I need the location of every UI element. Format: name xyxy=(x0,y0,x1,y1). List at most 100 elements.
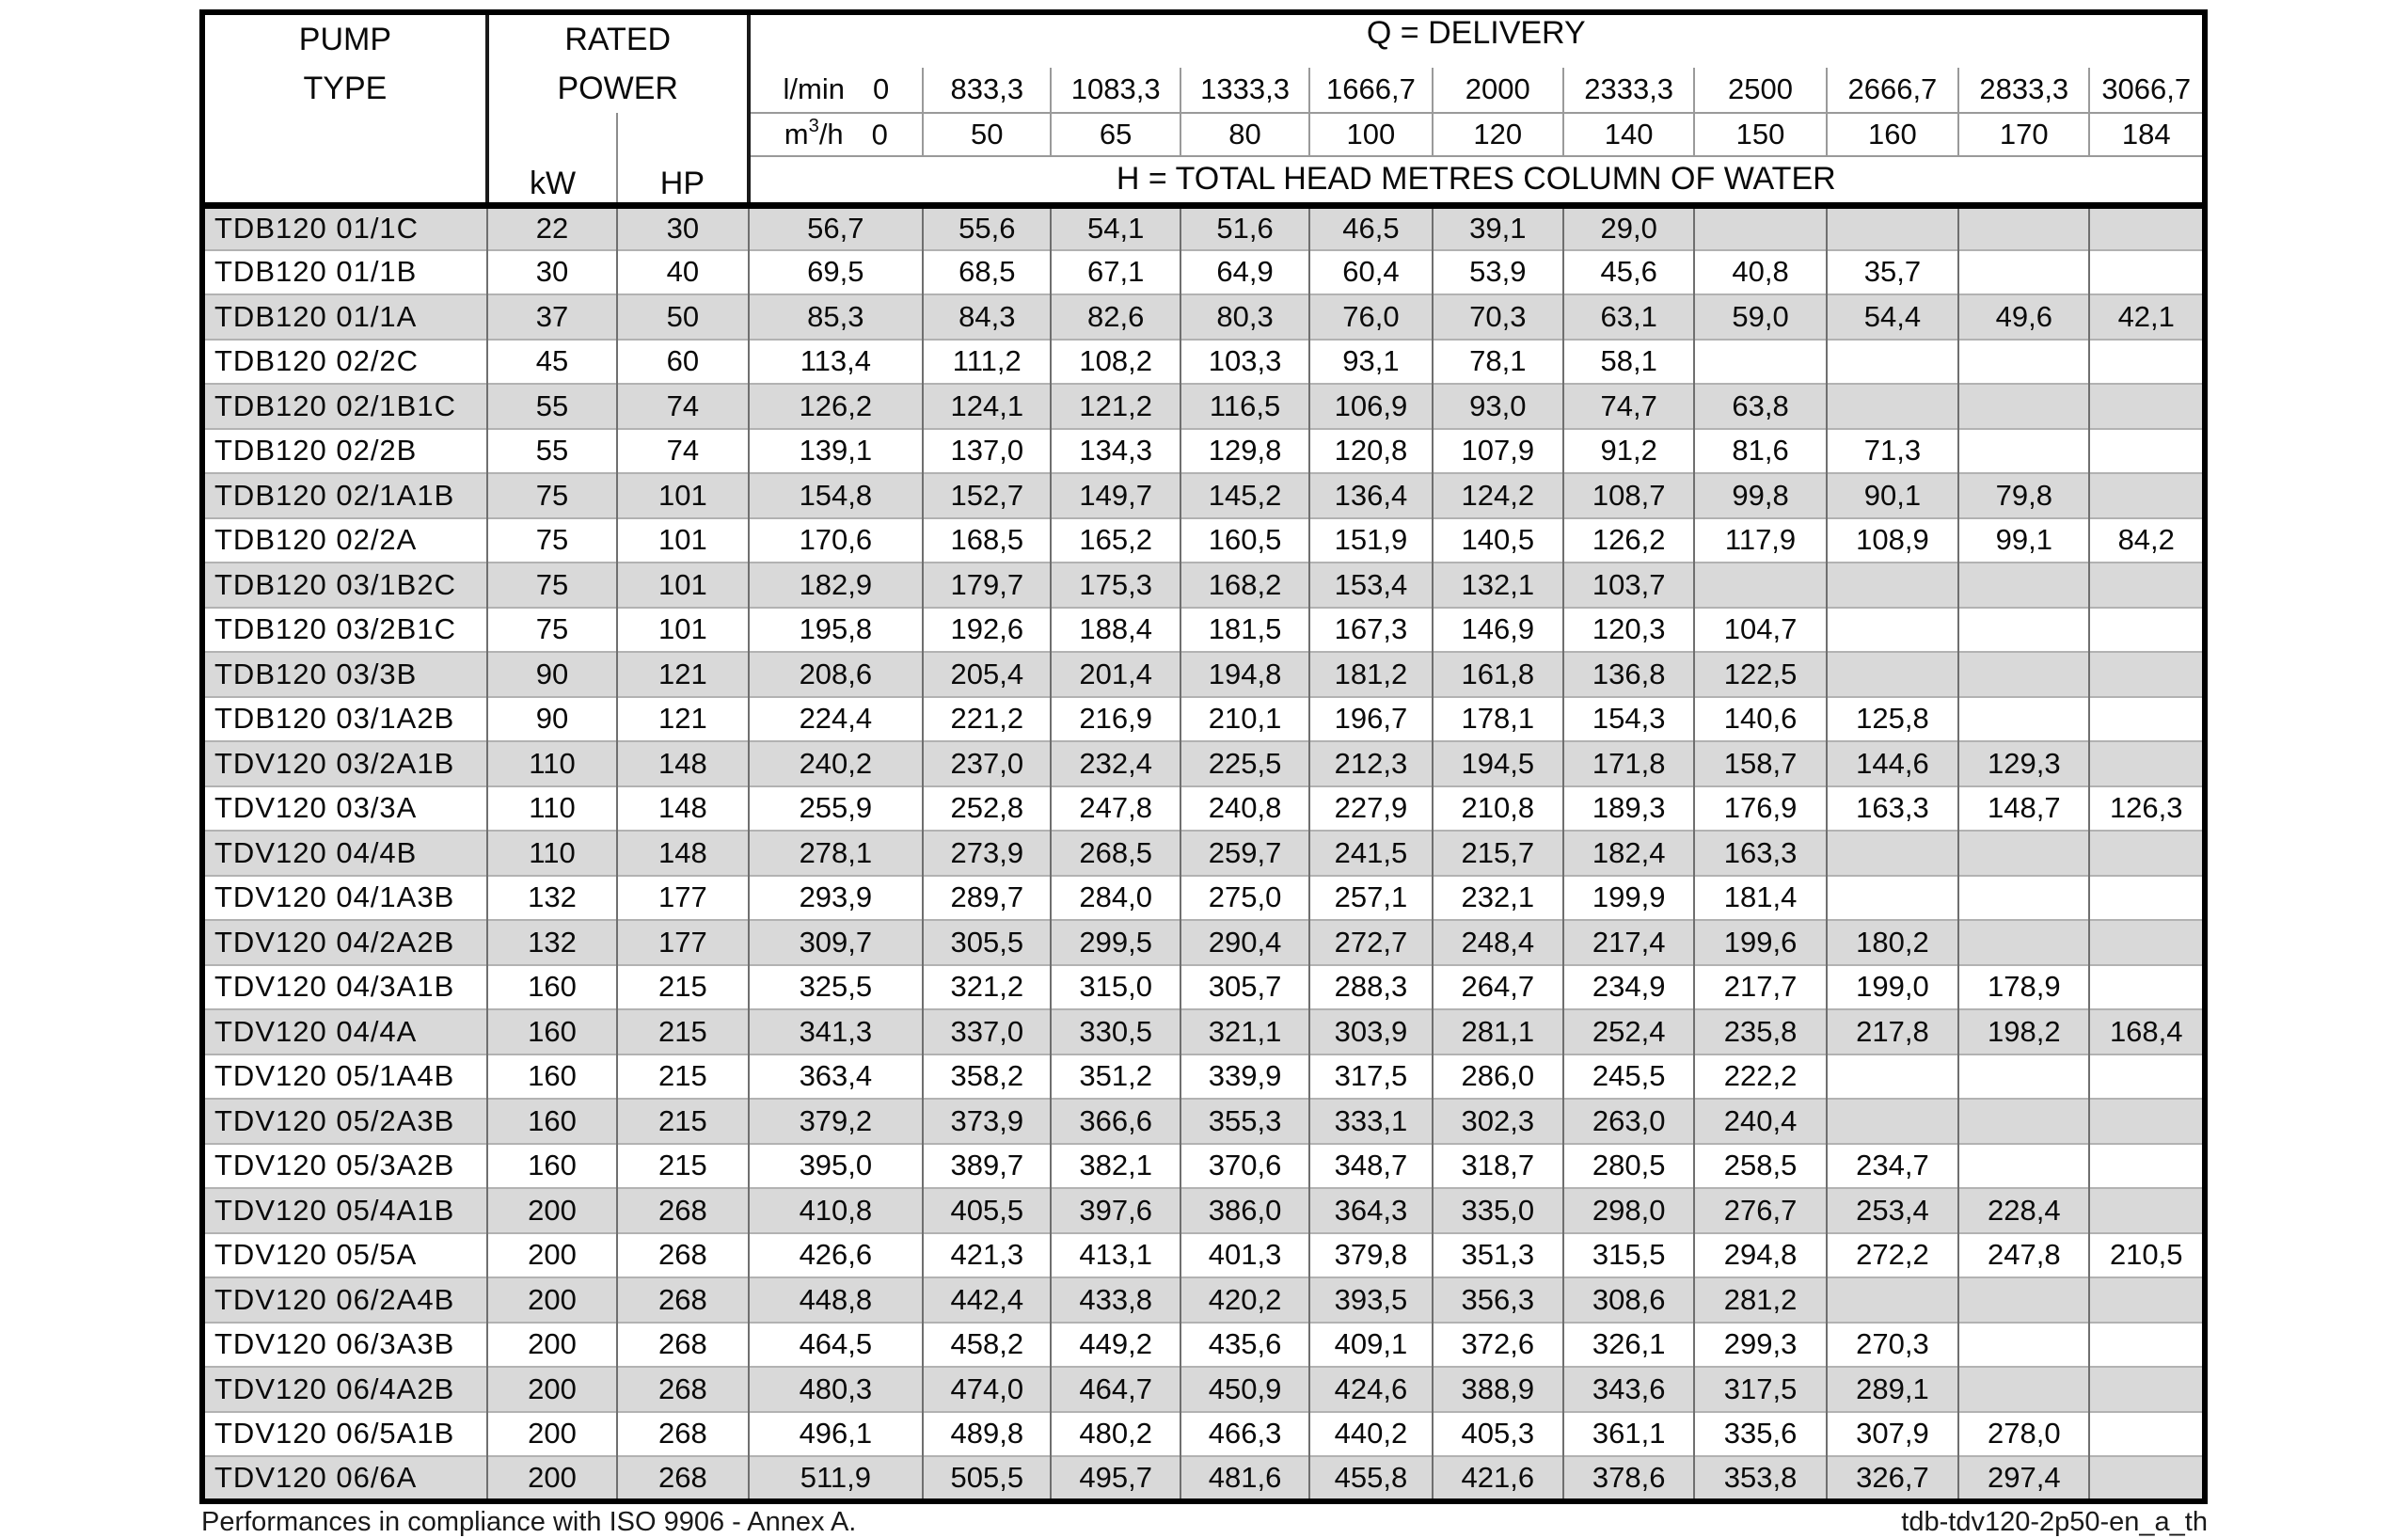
head-value-cell: 307,9 xyxy=(1825,1410,1959,1456)
rated-power-header-line2: POWER xyxy=(557,71,678,106)
table-row: TDV120 05/4A1B 200 268 410,8 405,5 397,6 386,0… xyxy=(202,1187,2205,1233)
head-value-cell xyxy=(1957,338,2090,384)
kw-cell: 160 xyxy=(485,1142,618,1188)
head-value-cell: 496,1 xyxy=(747,1410,924,1456)
head-value-cell: 53,9 xyxy=(1431,248,1563,294)
head-value-cell: 240,2 xyxy=(747,740,924,786)
head-value-cell: 351,3 xyxy=(1431,1231,1563,1277)
head-value-cell: 424,6 xyxy=(1308,1366,1433,1412)
m3h-first-value: 0 xyxy=(871,118,888,151)
table-row: TDB120 01/1B 30 40 69,5 68,5 67,1 64,9 60,4 53,9… xyxy=(202,248,2205,294)
hp-cell: 148 xyxy=(616,785,749,831)
kw-cell: 200 xyxy=(485,1455,618,1501)
head-value-cell: 188,4 xyxy=(1050,606,1180,652)
head-value-cell: 29,0 xyxy=(1561,205,1695,250)
head-value-cell: 129,3 xyxy=(1957,740,2090,786)
head-value-cell: 106,9 xyxy=(1308,383,1433,429)
head-value-cell xyxy=(1957,205,2090,250)
head-value-cell: 176,9 xyxy=(1693,785,1827,831)
table-row: TDB120 02/1A1B 75 101 154,8 152,7 149,7 145,2 1… xyxy=(202,472,2205,518)
head-value-cell: 120,8 xyxy=(1308,427,1433,473)
head-value-cell xyxy=(2088,205,2205,250)
head-value-cell: 76,0 xyxy=(1308,293,1433,340)
head-value-cell: 81,6 xyxy=(1693,427,1827,473)
head-value-cell: 248,4 xyxy=(1431,919,1563,965)
head-value-cell: 234,9 xyxy=(1561,963,1695,1009)
head-value-cell: 124,2 xyxy=(1431,472,1563,518)
head-value-cell: 348,7 xyxy=(1308,1142,1433,1188)
m3h-value-cell: 160 xyxy=(1825,113,1959,157)
hp-cell: 177 xyxy=(616,874,749,920)
hp-cell: 268 xyxy=(616,1410,749,1456)
head-value-cell: 410,8 xyxy=(747,1187,924,1233)
head-value-cell: 435,6 xyxy=(1179,1321,1310,1367)
m3h-value-cell: 100 xyxy=(1308,113,1433,157)
table-row: TDV120 04/4B 110 148 278,1 273,9 268,5 259,7 24… xyxy=(202,830,2205,876)
head-value-cell xyxy=(2088,1410,2205,1456)
head-value-cell: 466,3 xyxy=(1179,1410,1310,1456)
head-value-cell: 210,5 xyxy=(2088,1231,2205,1277)
head-value-cell: 163,3 xyxy=(1693,830,1827,876)
head-value-cell: 46,5 xyxy=(1308,205,1433,250)
kw-cell: 200 xyxy=(485,1366,618,1412)
table-row: TDV120 06/3A3B 200 268 464,5 458,2 449,2 435,6… xyxy=(202,1321,2205,1367)
head-value-cell xyxy=(1957,562,2090,608)
head-value-cell: 122,5 xyxy=(1693,651,1827,697)
head-value-cell: 281,1 xyxy=(1431,1008,1563,1054)
head-value-cell: 315,0 xyxy=(1050,963,1180,1009)
lmin-value-cell: 2000 xyxy=(1431,67,1563,115)
head-value-cell xyxy=(1825,205,1959,250)
head-value-cell: 168,4 xyxy=(2088,1008,2205,1054)
head-value-cell: 273,9 xyxy=(922,830,1052,876)
head-value-cell xyxy=(2088,651,2205,697)
head-value-cell: 245,5 xyxy=(1561,1053,1695,1099)
head-value-cell: 99,8 xyxy=(1693,472,1827,518)
head-value-cell: 232,1 xyxy=(1431,874,1563,920)
table-row: TDB120 02/1B1C 55 74 126,2 124,1 121,2 116,5 10… xyxy=(202,383,2205,429)
pump-type-cell: TDB120 02/2B xyxy=(202,427,487,473)
head-value-cell: 168,5 xyxy=(922,516,1052,563)
lmin-value-cell: 2500 xyxy=(1693,67,1827,115)
head-value-cell: 84,3 xyxy=(922,293,1052,340)
m3h-unit-cell: m3/h 0 xyxy=(746,113,924,157)
head-value-cell: 136,8 xyxy=(1561,651,1695,697)
head-value-cell: 137,0 xyxy=(922,427,1052,473)
head-value-cell xyxy=(1957,606,2090,652)
head-value-cell: 113,4 xyxy=(747,338,924,384)
head-value-cell: 93,0 xyxy=(1431,383,1563,429)
pump-type-cell: TDV120 04/3A1B xyxy=(202,963,487,1009)
head-value-cell: 318,7 xyxy=(1431,1142,1563,1188)
pump-type-cell: TDV120 05/1A4B xyxy=(202,1053,487,1099)
head-value-cell: 258,5 xyxy=(1693,1142,1827,1188)
head-value-cell xyxy=(2088,1187,2205,1233)
head-value-cell: 212,3 xyxy=(1308,740,1433,786)
lmin-value-cell: 3066,7 xyxy=(2088,67,2205,115)
head-value-cell: 55,6 xyxy=(922,205,1052,250)
m3h-value-cell: 80 xyxy=(1179,113,1310,157)
table-row: TDV120 06/4A2B 200 268 480,3 474,0 464,7 450,9… xyxy=(202,1366,2205,1412)
m3h-value-cell: 140 xyxy=(1561,113,1695,157)
head-value-cell: 308,6 xyxy=(1561,1276,1695,1323)
head-value-cell: 426,6 xyxy=(747,1231,924,1277)
head-value-cell: 199,9 xyxy=(1561,874,1695,920)
table-row: TDV120 05/1A4B 160 215 363,4 358,2 351,2 339,9… xyxy=(202,1053,2205,1099)
head-value-cell: 252,4 xyxy=(1561,1008,1695,1054)
hp-cell: 74 xyxy=(616,427,749,473)
head-value-cell: 194,5 xyxy=(1431,740,1563,786)
head-value-cell: 442,4 xyxy=(922,1276,1052,1323)
head-value-cell: 221,2 xyxy=(922,695,1052,741)
head-value-cell: 505,5 xyxy=(922,1455,1052,1501)
pump-type-cell: TDB120 01/1C xyxy=(214,212,420,245)
head-value-cell: 40,8 xyxy=(1693,248,1827,294)
header-row-titles: PUMP TYPE RATED POWER Q = DELIVERY xyxy=(202,12,2205,209)
head-value-cell: 458,2 xyxy=(922,1321,1052,1367)
head-value-cell: 389,7 xyxy=(922,1142,1052,1188)
head-value-cell: 189,3 xyxy=(1561,785,1695,831)
head-value-cell: 317,5 xyxy=(1693,1366,1827,1412)
head-value-cell xyxy=(2088,1276,2205,1323)
head-value-cell: 366,6 xyxy=(1050,1098,1180,1144)
head-value-cell: 364,3 xyxy=(1308,1187,1433,1233)
head-value-cell xyxy=(1957,383,2090,429)
head-value-cell xyxy=(1957,1276,2090,1323)
head-value-cell: 70,3 xyxy=(1431,293,1563,340)
